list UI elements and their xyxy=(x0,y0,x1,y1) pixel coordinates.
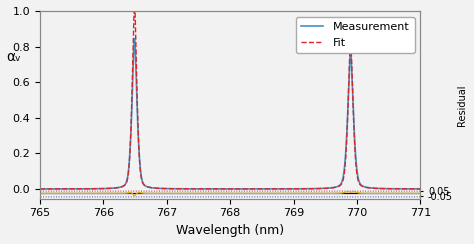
Fit xyxy=(132,0,137,3)
Line: Fit: Fit xyxy=(40,2,420,189)
Measurement xyxy=(418,187,423,190)
Fit xyxy=(232,187,237,190)
Measurement xyxy=(237,187,243,190)
Measurement xyxy=(132,37,137,40)
Measurement xyxy=(37,187,43,190)
Measurement xyxy=(268,187,274,190)
Y-axis label: αᵥ: αᵥ xyxy=(6,50,21,63)
Measurement xyxy=(232,187,237,190)
X-axis label: Wavelength (nm): Wavelength (nm) xyxy=(176,224,284,237)
Legend: Measurement, Fit: Measurement, Fit xyxy=(296,17,415,53)
Fit xyxy=(237,187,243,190)
Fit xyxy=(418,187,423,190)
Measurement xyxy=(94,187,100,190)
Fit xyxy=(136,138,141,141)
Fit xyxy=(268,187,274,190)
Line: Measurement: Measurement xyxy=(40,39,420,189)
Fit xyxy=(57,187,63,190)
Measurement xyxy=(57,187,63,190)
Fit xyxy=(37,187,43,190)
Y-axis label: Residual: Residual xyxy=(457,84,467,126)
Fit xyxy=(94,187,100,190)
Measurement xyxy=(136,139,141,142)
